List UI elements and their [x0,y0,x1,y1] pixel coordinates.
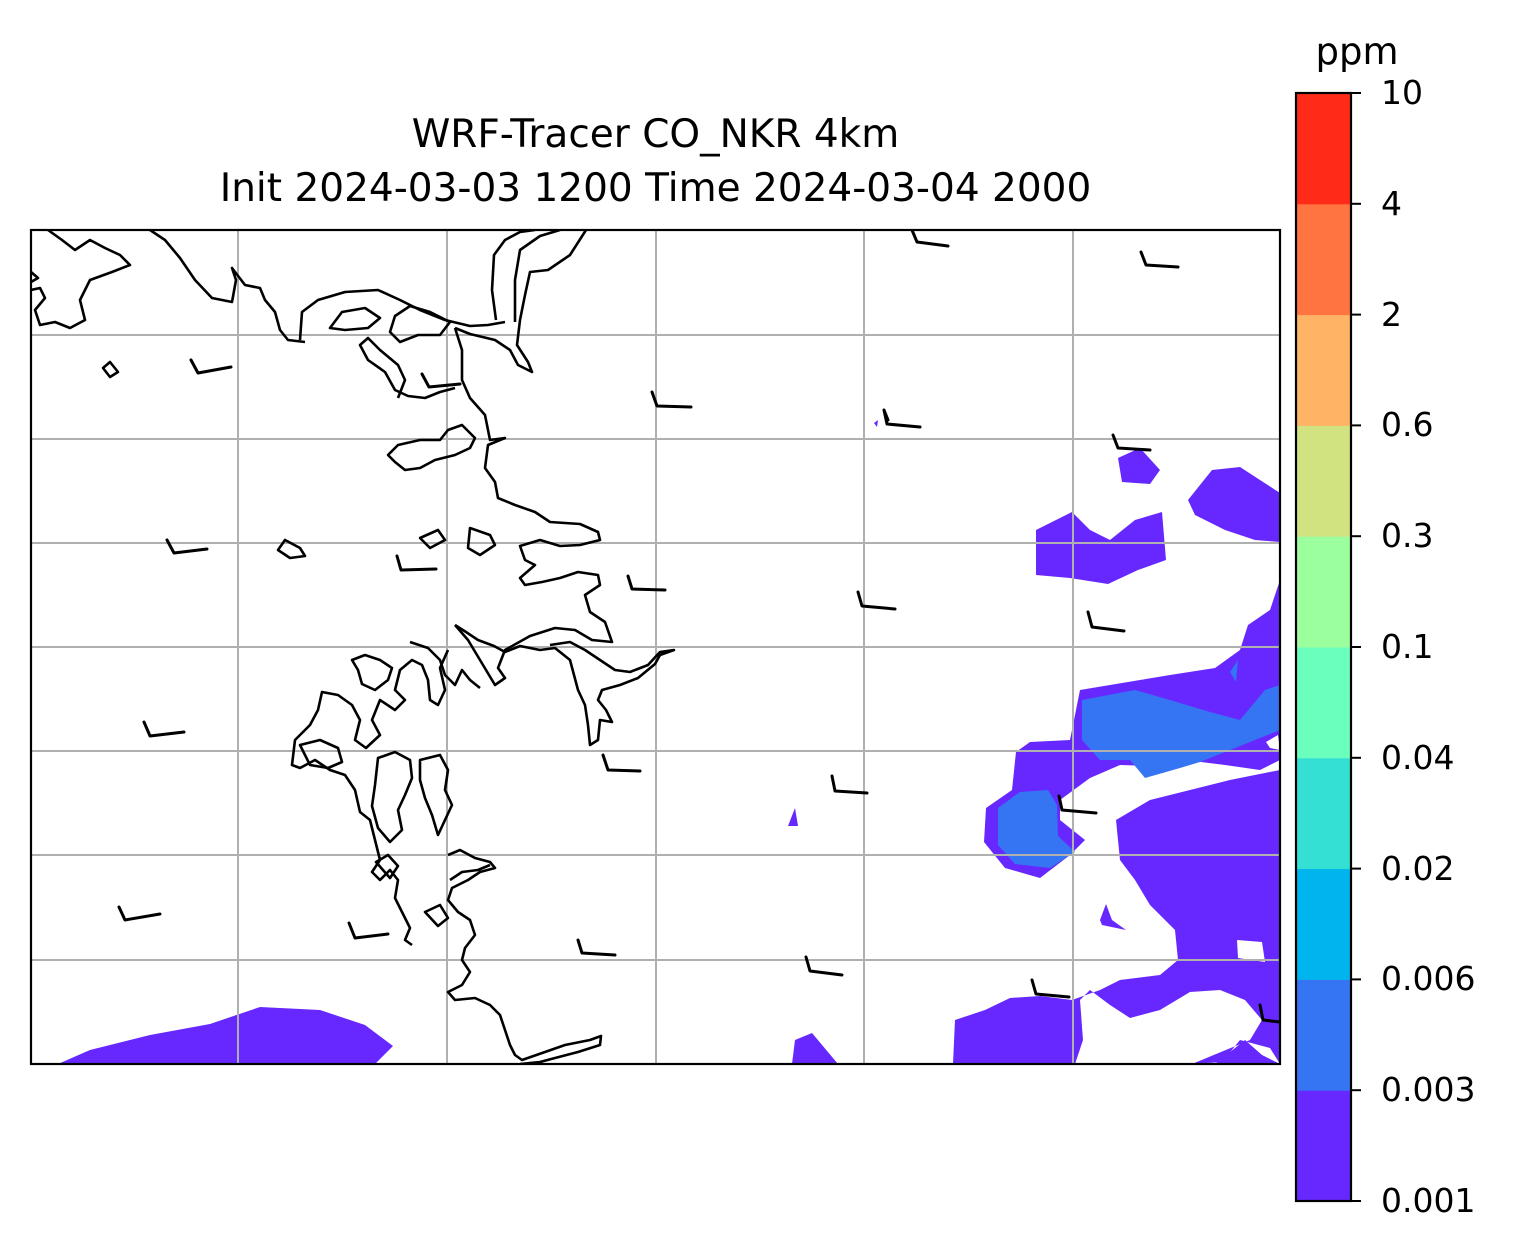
wind-barb [804,955,844,977]
map-frame [29,228,1282,1066]
coastline-island-6 [276,538,307,560]
coastline-north-2 [31,271,40,284]
tracer-area-southeast [953,770,1280,1064]
coastline-channel-right [490,230,536,321]
title-line-1: WRF-Tracer CO_NKR 4km [411,112,900,157]
wind-barb [650,390,693,409]
coastline-island-10 [298,738,344,770]
tracer-area-northeast-1 [1036,512,1166,584]
tracer-area-northeast-2 [1188,467,1280,542]
title-line-2: Init 2024-03-03 1200 Time 2024-03-04 200… [219,166,1092,211]
wind-barb [1139,250,1180,269]
wind-barb [1111,433,1152,452]
colorbar-segment [1296,203,1351,316]
wind-barb [165,538,209,555]
colorbar-tick-label: 0.02 [1381,848,1455,888]
colorbar-tick-label: 2 [1381,294,1402,334]
wind-barb [347,921,390,940]
wind-barb [576,938,617,957]
colorbar-tick-label: 10 [1381,73,1423,112]
coastline-peninsula [454,623,676,747]
wind-barb [1057,794,1098,815]
map-gridlines [31,230,1280,1064]
wind-barb [189,358,233,375]
tracer-area-east-speck [1100,904,1126,930]
colorbar-tick-label: 0.1 [1381,627,1434,666]
coastline-channel-left [298,288,506,341]
coastline-island-2 [388,304,452,344]
tracer-area-southwest [58,1007,393,1064]
colorbar-tick-marks [1351,92,1361,1202]
wind-barb [601,753,642,773]
colorbar-tick-label: 4 [1381,183,1402,223]
colorbar-segment [1296,868,1351,980]
map-title: WRF-Tracer CO_NKR 4km Init 2024-03-03 12… [30,108,1281,216]
coastline-island-12 [423,903,450,928]
colorbar-unit: ppm [1315,30,1399,73]
coastline-river-bank-2 [454,230,588,374]
tracer-area-northeast-blob [1118,448,1160,484]
colorbar-tick-label: 0.001 [1381,1181,1476,1220]
wind-barb [1030,978,1071,999]
colorbar-tick-label: 0.04 [1381,737,1455,777]
coastlines [31,230,676,1064]
colorbar-segment [1296,536,1351,648]
wind-barb [1086,610,1126,633]
colorbar-segment [1296,757,1351,870]
colorbar-segment [1296,647,1351,759]
coastline-island-7 [101,360,120,379]
coastline-south-inner [449,863,491,882]
wind-barb [420,372,462,389]
coastline-inner-islands [350,653,394,692]
wind-barb [856,590,897,611]
tracer-area-southeast-lower [1215,1040,1280,1064]
tracer-area-south-central [792,1033,838,1064]
coastline-south [446,848,603,1064]
colorbar-segment [1296,979,1351,1091]
colorbar-segment [1296,1090,1351,1202]
coastline-island-chain-east [409,640,481,690]
coastline-island-4 [418,528,447,550]
colorbar-segment [1296,93,1351,205]
wind-barb [626,574,667,592]
colorbar-tick-label: 0.3 [1381,516,1434,556]
wind-barb [882,408,922,429]
tracer-area-level2-east [1082,685,1280,778]
coastline-west-islands [358,336,456,400]
colorbar-tick-label: 0.003 [1381,1070,1476,1110]
map-panel [31,230,1280,1064]
wind-barb [1258,1003,1280,1024]
coastline-island-3 [386,423,477,472]
wind-barb [117,905,162,922]
coastline-southern-islands [290,649,450,947]
coastline-river-bank [513,230,561,322]
wind-barb [395,554,438,572]
tracer-area-speck-2 [874,420,878,427]
coastline-island-5 [466,526,497,557]
tracer-area-level2-small [1230,660,1238,682]
wind-barb [142,720,186,738]
coastline-island-1 [328,306,382,332]
tracer-area-speck-1 [788,808,798,826]
wind-barb [830,774,869,795]
coastline-north [31,230,132,330]
colorbar-tick-label: 0.006 [1381,959,1476,999]
colorbar [1296,93,1351,1202]
tracer-contours-level-2 [998,660,1280,868]
coastline-island-9 [418,753,454,837]
coastline-north-inlet [149,230,306,344]
colorbar-tick-label: 0.6 [1381,405,1434,445]
wind-barb [910,230,950,248]
colorbar-segment [1296,314,1351,426]
wind-barbs [117,230,1280,1024]
tracer-area-holes [1237,735,1280,962]
colorbar-segment [1296,425,1351,537]
coastline-island-11 [374,853,400,880]
coastline-island-8 [370,750,414,844]
coastline-main [453,327,614,687]
tracer-area-level2-west [998,790,1075,868]
